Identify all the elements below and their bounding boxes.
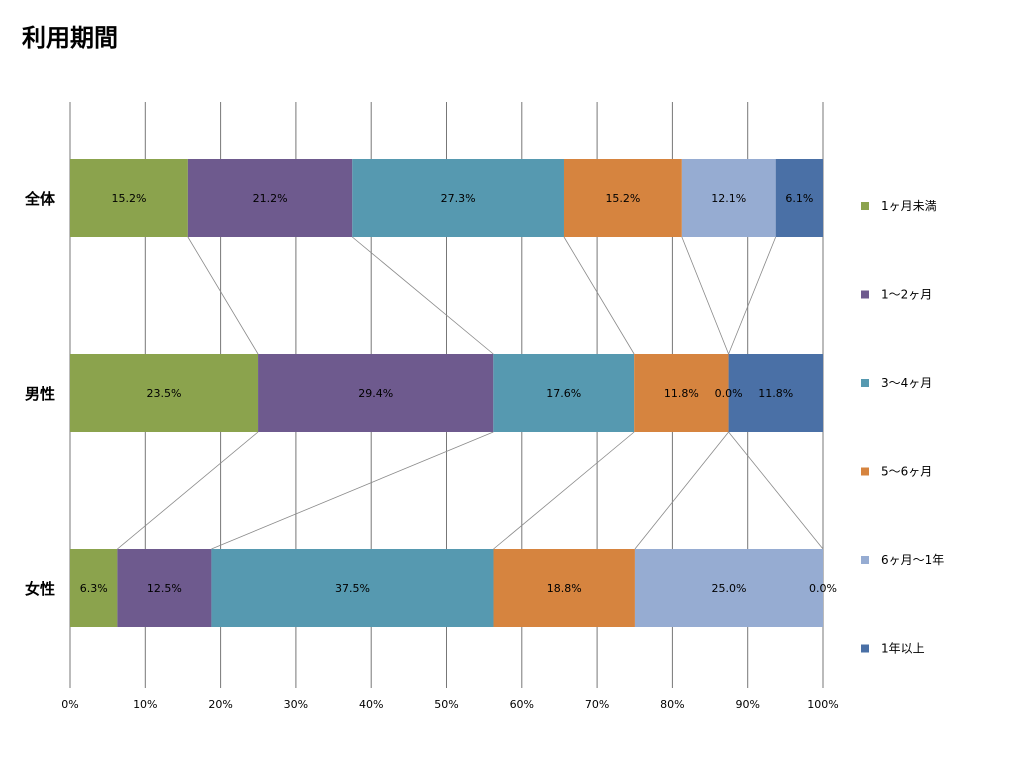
data-label: 15.2% bbox=[605, 192, 640, 205]
data-label: 11.8% bbox=[664, 387, 699, 400]
bar-segment bbox=[563, 159, 682, 237]
legend-label: 1〜2ヶ月 bbox=[881, 288, 932, 302]
bar-segment bbox=[681, 159, 776, 237]
x-tick-label: 50% bbox=[434, 698, 458, 711]
legend-label: 5〜6ヶ月 bbox=[881, 465, 932, 479]
x-tick-label: 20% bbox=[208, 698, 232, 711]
data-label: 29.4% bbox=[358, 387, 393, 400]
legend-label: 3〜4ヶ月 bbox=[881, 376, 932, 390]
series-line bbox=[728, 236, 777, 355]
series-line bbox=[563, 236, 635, 355]
legend-swatch bbox=[861, 290, 869, 299]
bar-segment bbox=[70, 354, 259, 432]
x-tick-label: 60% bbox=[510, 698, 534, 711]
legend-label: 1年以上 bbox=[881, 642, 925, 656]
bar-segment bbox=[70, 549, 118, 627]
series-line bbox=[634, 431, 729, 550]
legend-swatch bbox=[861, 467, 869, 476]
bar-segment bbox=[634, 354, 729, 432]
legend: 1ヶ月未満 1〜2ヶ月 3〜4ヶ月 5〜6ヶ月 6ヶ月〜1年 1年以上 bbox=[861, 199, 944, 656]
legend-swatch bbox=[861, 644, 869, 653]
data-label: 25.0% bbox=[711, 582, 746, 595]
data-label: 12.1% bbox=[711, 192, 746, 205]
x-tick-label: 30% bbox=[284, 698, 308, 711]
x-tick-labels: 0% 10% 20% 30% 40% 50% 60% 70% 80% 90% 100% bbox=[61, 698, 838, 711]
data-label: 37.5% bbox=[335, 582, 370, 595]
x-tick-label: 80% bbox=[660, 698, 684, 711]
x-tick-label: 90% bbox=[735, 698, 759, 711]
series-line bbox=[681, 236, 729, 355]
legend-label: 1ヶ月未満 bbox=[881, 199, 937, 213]
data-label: 12.5% bbox=[147, 582, 182, 595]
bar-segment bbox=[117, 549, 212, 627]
x-tick-label: 10% bbox=[133, 698, 157, 711]
data-label: 11.8% bbox=[758, 387, 793, 400]
bar-segment bbox=[728, 354, 823, 432]
bars bbox=[70, 159, 823, 627]
series-line bbox=[187, 236, 259, 355]
bar-segment bbox=[211, 549, 494, 627]
category-label: 女性 bbox=[25, 580, 55, 598]
bar-segment bbox=[258, 354, 494, 432]
x-tick-label: 40% bbox=[359, 698, 383, 711]
series-line bbox=[728, 431, 824, 550]
data-label: 6.3% bbox=[80, 582, 108, 595]
series-line bbox=[211, 431, 494, 550]
series-line bbox=[117, 431, 259, 550]
chart-title: 利用期間 bbox=[22, 24, 118, 52]
bar-segment bbox=[187, 159, 353, 237]
bar-segment bbox=[775, 159, 823, 237]
legend-swatch bbox=[861, 202, 869, 210]
bar-segment bbox=[493, 354, 635, 432]
data-label: 27.3% bbox=[441, 192, 476, 205]
x-tick-label: 70% bbox=[585, 698, 609, 711]
data-label: 18.8% bbox=[547, 582, 582, 595]
series-connector-lines bbox=[117, 236, 824, 550]
data-label: 6.1% bbox=[785, 192, 813, 205]
legend-swatch bbox=[861, 556, 869, 564]
bar-segment bbox=[493, 549, 635, 627]
data-label: 0.0% bbox=[809, 582, 837, 595]
data-label: 0.0% bbox=[715, 387, 743, 400]
data-labels: 15.2% 21.2% 27.3% 15.2% 12.1% 6.1% 23.5% 29.4% 1… bbox=[80, 192, 837, 595]
series-line bbox=[352, 236, 494, 355]
category-label: 全体 bbox=[24, 190, 56, 208]
x-tick-label: 100% bbox=[807, 698, 838, 711]
x-tick-label: 0% bbox=[61, 698, 78, 711]
bar-segment bbox=[352, 159, 564, 237]
category-label: 男性 bbox=[25, 385, 55, 403]
data-label: 21.2% bbox=[253, 192, 288, 205]
data-label: 23.5% bbox=[147, 387, 182, 400]
data-label: 17.6% bbox=[546, 387, 581, 400]
legend-swatch bbox=[861, 379, 869, 387]
data-label: 15.2% bbox=[111, 192, 146, 205]
series-line bbox=[493, 431, 635, 550]
legend-label: 6ヶ月〜1年 bbox=[881, 553, 944, 567]
bar-segment bbox=[634, 549, 823, 627]
bar-segment bbox=[70, 159, 188, 237]
